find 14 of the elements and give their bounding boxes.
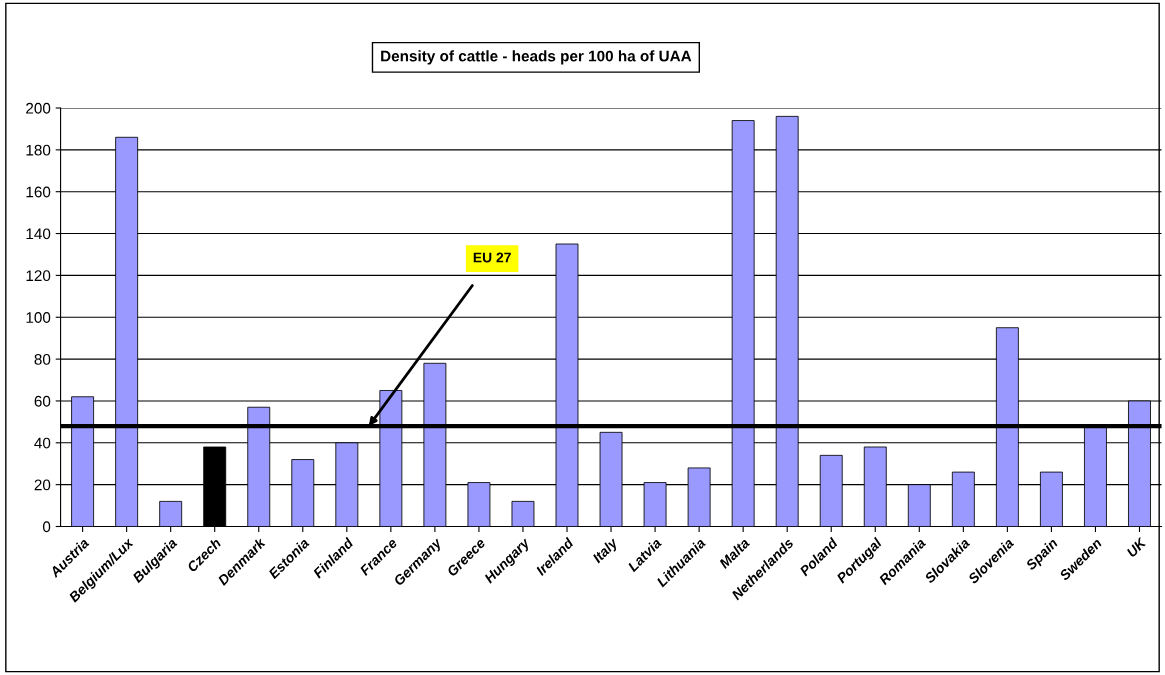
y-tick-label: 120 (26, 270, 51, 282)
y-tick-label: 140 (26, 228, 51, 240)
y-tick-label: 80 (34, 353, 51, 365)
y-tick-label: 40 (34, 437, 51, 449)
y-tick-label: 200 (26, 102, 51, 114)
y-tick-label: 0 (42, 521, 51, 533)
y-tick-label: 20 (34, 479, 51, 491)
y-tick-label: 100 (26, 312, 51, 323)
chart-title: Density of cattle - heads per 100 ha of UAA (381, 50, 692, 65)
y-tick-label: 60 (34, 395, 51, 407)
ref-line-label: EU 27 (473, 252, 511, 263)
x-tick-label: UK (1126, 536, 1148, 558)
y-tick-label: 180 (26, 144, 51, 156)
y-tick-label: 160 (26, 186, 51, 198)
